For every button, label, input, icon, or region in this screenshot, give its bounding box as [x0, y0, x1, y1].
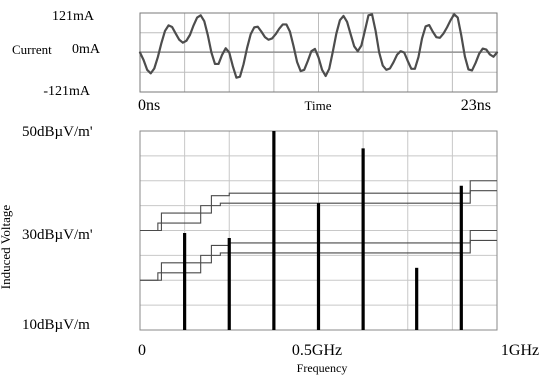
y-tick-label-top-max: 121mA	[52, 9, 95, 24]
limit-line-4	[140, 239, 497, 281]
x-tick-label-bottom-mid: 0.5GHz	[292, 342, 342, 359]
induced-voltage-axis-label: Induced Voltage	[0, 205, 13, 290]
limit-line-3	[140, 229, 497, 281]
limit-line-1	[140, 180, 497, 232]
y-tick-label-top-zero: 0mA	[72, 42, 101, 57]
frequency-domain-plot	[140, 131, 497, 330]
limit-line-2	[140, 190, 497, 232]
y-tick-label-bottom-max: 50dBµV/m'	[22, 124, 93, 140]
x-tick-label-top-start: 0ns	[138, 97, 160, 114]
current-waveform-line	[138, 13, 499, 79]
frequency-domain-labels: Induced Voltage 50dBµV/m' 30dBµV/m' 10dB…	[0, 124, 539, 375]
y-tick-label-bottom-mid: 30dBµV/m'	[22, 227, 93, 243]
x-tick-label-top-end: 23ns	[461, 97, 491, 114]
x-axis-label-top: Time	[305, 98, 332, 113]
x-axis-label-bottom: Frequency	[297, 361, 348, 375]
y-tick-label-bottom-min: 10dBµV/m	[22, 317, 90, 333]
time-domain-plot	[138, 13, 499, 79]
current-axis-label: Current	[12, 42, 52, 57]
time-domain-labels: Current 121mA 0mA -121mA 0ns Time 23ns	[12, 9, 491, 114]
time-domain-grid	[139, 12, 498, 93]
y-tick-label-top-min: -121mA	[43, 84, 91, 99]
x-tick-label-bottom-start: 0	[138, 342, 146, 359]
x-tick-label-bottom-end: 1GHz	[501, 342, 539, 359]
